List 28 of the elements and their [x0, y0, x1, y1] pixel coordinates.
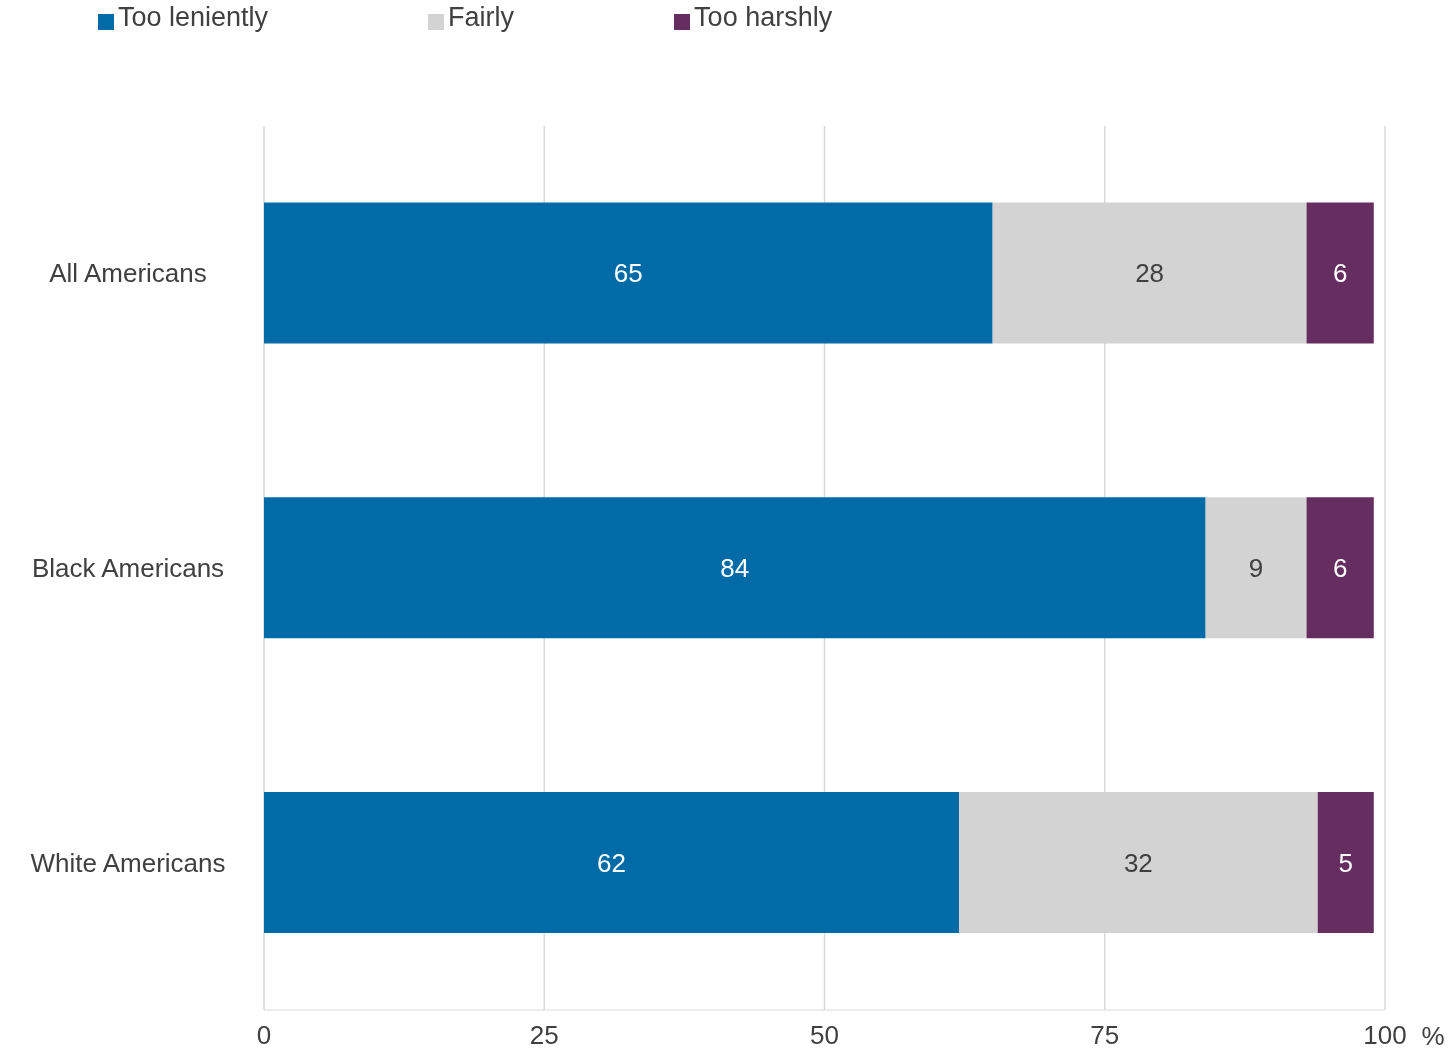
legend-label: Fairly [448, 2, 515, 32]
x-tick-label: 75 [1090, 1020, 1120, 1050]
data-label: 84 [720, 553, 750, 584]
bar [1205, 497, 1307, 639]
data-label: 9 [1248, 553, 1264, 584]
data-label: 6 [1332, 258, 1348, 289]
data-label: 6 [1332, 553, 1348, 584]
y-tick-label: Black Americans [31, 553, 225, 583]
data-label: 5 [1338, 847, 1353, 878]
x-tick-label: 50 [810, 1020, 839, 1050]
data-label: 65 [613, 258, 643, 289]
bar [264, 791, 960, 933]
x-tick-label: 25 [529, 1020, 559, 1050]
bar [264, 202, 993, 344]
bar [1306, 202, 1374, 344]
y-tick-label: White Americans [30, 847, 226, 878]
x-tick-label: 100 [1363, 1020, 1407, 1050]
data-label: 62 [597, 847, 626, 878]
x-axis-title: % [1421, 1021, 1445, 1051]
legend-label: Too leniently [118, 2, 269, 32]
y-tick-label: All Americans [49, 258, 207, 289]
x-tick-label: 0 [256, 1020, 272, 1050]
legend-label: Too harshly [694, 2, 833, 32]
bar [264, 497, 1206, 639]
bar [1317, 791, 1374, 933]
bar [1306, 497, 1374, 639]
data-label: 32 [1123, 847, 1153, 878]
data-label: 28 [1135, 258, 1165, 289]
